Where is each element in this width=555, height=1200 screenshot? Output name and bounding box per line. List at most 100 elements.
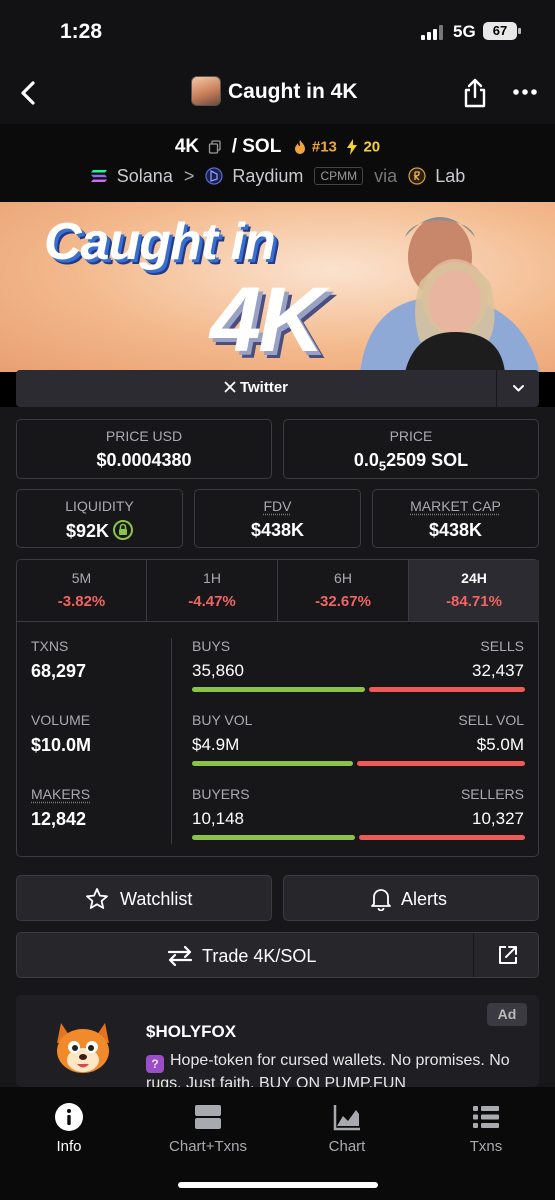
- signal-icon: [421, 24, 447, 40]
- price-native-digits: 2509 SOL: [386, 450, 469, 470]
- dex-type-badge: CPMM: [314, 167, 364, 186]
- tab-6h-label: 6H: [334, 570, 352, 586]
- expand-socials-button[interactable]: [496, 370, 539, 407]
- buys-value: 35,860: [192, 661, 244, 680]
- lock-icon: [113, 520, 134, 540]
- fdv-label: FDV: [263, 498, 292, 514]
- price-usd-value: $0.0004380: [96, 450, 192, 470]
- banner-subheadline: 4K: [210, 269, 325, 371]
- x-logo-icon: [224, 381, 236, 393]
- buys-label: BUYS: [192, 638, 231, 654]
- liquidity-card[interactable]: LIQUIDITY $92K: [16, 489, 183, 548]
- more-button[interactable]: [510, 77, 540, 107]
- list-icon: [473, 1106, 499, 1128]
- banner-headline: Caught in: [44, 213, 276, 271]
- tab-1h[interactable]: 1H -4.47%: [147, 560, 278, 622]
- tab-5m[interactable]: 5M -3.82%: [17, 560, 147, 622]
- buy-volume-bar: [192, 761, 353, 766]
- back-button[interactable]: [14, 78, 44, 108]
- pair-slash: /: [231, 136, 237, 157]
- star-icon: [86, 888, 108, 909]
- nav-info[interactable]: Info: [9, 1102, 129, 1155]
- sellers-label: SELLERS: [460, 786, 524, 802]
- tab-6h-change: -32.67%: [315, 593, 371, 610]
- lightning-icon: [347, 139, 358, 155]
- raydium-icon: [205, 167, 223, 185]
- market-cap-value: $438K: [428, 520, 483, 540]
- tab-24h[interactable]: 24H -84.71%: [409, 560, 539, 622]
- pair-header: 4K / SOL #13 20 Solana > Raydium CPMM vi…: [0, 124, 555, 202]
- via-label: via: [374, 165, 398, 186]
- trade-button[interactable]: Trade 4K/SOL: [16, 932, 539, 978]
- sells-label: SELLS: [480, 638, 524, 654]
- twitter-link[interactable]: Twitter: [16, 379, 496, 396]
- pair-quote: SOL: [242, 136, 282, 157]
- liquidity-label: LIQUIDITY: [65, 498, 134, 514]
- nav-chart-label: Chart: [328, 1138, 366, 1155]
- sellers-bar: [359, 835, 525, 840]
- copy-icon[interactable]: [208, 140, 222, 154]
- tab-5m-label: 5M: [71, 570, 92, 586]
- ad-badge: Ad: [487, 1003, 527, 1026]
- alerts-button[interactable]: Alerts: [283, 875, 539, 921]
- buyers-value: 10,148: [192, 809, 244, 828]
- ad-title: $HOLYFOX: [146, 1022, 237, 1041]
- watchlist-button[interactable]: Watchlist: [16, 875, 272, 921]
- chain-name[interactable]: Solana: [116, 165, 173, 186]
- sells-bar: [369, 687, 525, 692]
- buyers-label: BUYERS: [192, 786, 250, 802]
- pair-base[interactable]: 4K: [174, 136, 200, 157]
- network-type: 5G: [453, 22, 476, 41]
- top-bar: Caught in 4K: [0, 64, 555, 124]
- nav-txns-label: Txns: [469, 1138, 503, 1155]
- tab-24h-label: 24H: [461, 570, 487, 586]
- alerts-label: Alerts: [401, 889, 448, 909]
- share-button[interactable]: [460, 77, 490, 109]
- price-native-prefix: 0.0: [353, 450, 379, 470]
- boost-count[interactable]: 20: [363, 138, 381, 156]
- nav-chart-txns-label: Chart+Txns: [169, 1138, 247, 1155]
- nav-chart[interactable]: Chart: [287, 1102, 407, 1155]
- page-title: Caught in 4K: [228, 80, 358, 103]
- trade-divider: [473, 933, 474, 977]
- volume-label: VOLUME: [31, 712, 91, 728]
- banner-people-image: [360, 217, 540, 372]
- route-line: Solana > Raydium CPMM via Lab: [0, 165, 555, 189]
- price-native-card: PRICE 0.052509 SOL: [283, 419, 539, 479]
- price-native-zeros: 5: [378, 458, 387, 474]
- chevron-left-icon: [21, 81, 35, 105]
- fdv-card[interactable]: FDV $438K: [194, 489, 361, 548]
- price-usd-label: PRICE USD: [105, 428, 183, 444]
- trending-rank[interactable]: #13: [311, 138, 337, 156]
- sellers-value: 10,327: [472, 809, 524, 828]
- ad-card[interactable]: Ad $HOLYFOX ? Hope-token for cursed walle…: [16, 995, 539, 1087]
- solana-icon: [90, 170, 107, 183]
- fox-mascot-image: [57, 1023, 109, 1073]
- sell-volume-label: SELL VOL: [458, 712, 524, 728]
- sell-volume-bar: [357, 761, 525, 766]
- tab-5m-change: -3.82%: [57, 593, 106, 610]
- info-icon: [55, 1103, 83, 1131]
- tab-6h[interactable]: 6H -32.67%: [278, 560, 409, 622]
- external-link-icon[interactable]: [497, 944, 519, 966]
- chart-icon: [333, 1105, 360, 1131]
- launchpad-name[interactable]: Lab: [435, 165, 466, 186]
- market-cap-card[interactable]: MARKET CAP $438K: [372, 489, 539, 548]
- nav-chart-txns[interactable]: Chart+Txns: [148, 1102, 268, 1155]
- chart-txns-icon: [195, 1105, 221, 1129]
- nav-info-label: Info: [56, 1138, 82, 1155]
- status-bar: 1:28 5G 67: [0, 0, 555, 64]
- prayer-emoji-icon: ?: [146, 1055, 164, 1073]
- dex-name[interactable]: Raydium: [232, 165, 304, 186]
- tab-1h-label: 1H: [203, 570, 221, 586]
- buyers-bar: [192, 835, 355, 840]
- ad-text-row: ? Hope-token for cursed wallets. No promi…: [146, 1050, 526, 1087]
- bottom-navigation: Info Chart+Txns Chart Txns: [0, 1087, 555, 1200]
- nav-txns[interactable]: Txns: [426, 1102, 546, 1155]
- token-banner: [0, 202, 555, 372]
- share-icon: [464, 78, 486, 108]
- twitter-label: Twitter: [239, 379, 289, 396]
- battery-icon: 67: [483, 22, 521, 40]
- trade-label: Trade 4K/SOL: [202, 946, 317, 966]
- watchlist-label: Watchlist: [120, 889, 193, 909]
